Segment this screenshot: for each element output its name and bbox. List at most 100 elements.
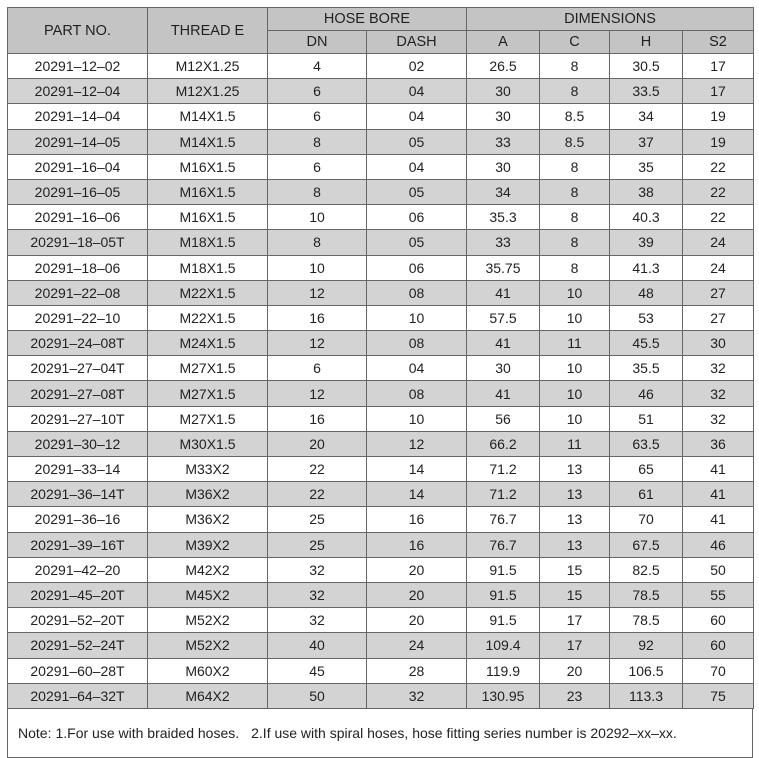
table-cell: 20291–18–06 <box>7 254 148 281</box>
table-cell: 20291–64–32T <box>7 682 148 709</box>
table-cell: 04 <box>366 78 467 105</box>
table-cell: 10 <box>366 405 467 432</box>
table-cell: 66.2 <box>466 430 540 458</box>
table-cell: 20291–14–04 <box>7 103 148 130</box>
table-row: 20291–16–05 M16X1.5 8 05 34 8 38 22 <box>7 178 755 206</box>
table-cell: 70 <box>609 506 683 533</box>
table-row: 20291–60–28T M60X2 45 28 119.9 20 106.5 70 <box>7 657 755 684</box>
table-cell: 63.5 <box>609 430 683 458</box>
table-row: 20291–22–08 M22X1.5 12 08 41 10 48 27 <box>7 279 755 306</box>
table-cell: 32 <box>681 355 755 382</box>
table-cell: 50 <box>681 556 755 583</box>
table-cell: 50 <box>267 682 367 709</box>
table-cell: 24 <box>681 229 755 256</box>
table-row: 20291–64–32T M64X2 50 32 130.95 23 113.3 75 <box>7 682 755 709</box>
table-cell: 15 <box>539 556 610 583</box>
table-cell: 22 <box>681 178 755 206</box>
header-cell: DIMENSIONS <box>465 7 755 31</box>
table-cell: M22X1.5 <box>147 304 268 332</box>
table-cell: 16 <box>366 506 467 533</box>
table-cell: 20291–24–08T <box>7 330 148 357</box>
table-cell: 30 <box>466 78 540 105</box>
table-cell: 12 <box>267 380 367 407</box>
table-cell: 22 <box>267 455 367 483</box>
table-cell: 57.5 <box>466 304 540 332</box>
table-cell: 33 <box>466 128 540 155</box>
table-cell: M14X1.5 <box>147 128 268 155</box>
header-cell: THREAD E <box>147 7 268 54</box>
table-cell: 32 <box>681 380 755 407</box>
table-cell: M16X1.5 <box>147 178 268 206</box>
table-cell: 17 <box>539 632 610 659</box>
table-cell: 8 <box>539 78 610 105</box>
table-cell: 32 <box>267 556 367 583</box>
table-row: 20291–16–06 M16X1.5 10 06 35.3 8 40.3 22 <box>7 204 755 231</box>
header-cell: H <box>609 30 683 54</box>
table-cell: 8.5 <box>539 103 610 130</box>
table-cell: M27X1.5 <box>147 355 268 382</box>
header-cell: C <box>539 30 610 54</box>
table-cell: 10 <box>539 355 610 382</box>
table-cell: 20291–52–24T <box>7 632 148 659</box>
table-cell: 20291–18–05T <box>7 229 148 256</box>
table-cell: 17 <box>539 607 610 634</box>
table-cell: 10 <box>267 254 367 281</box>
table-cell: 20 <box>366 607 467 634</box>
table-cell: 02 <box>366 52 467 80</box>
table-cell: 109.4 <box>466 632 540 659</box>
table-cell: 20291–60–28T <box>7 657 148 684</box>
table-cell: 20291–16–05 <box>7 178 148 206</box>
table-cell: 04 <box>366 355 467 382</box>
table-cell: 67.5 <box>609 531 683 558</box>
header-cell: DN <box>267 30 367 54</box>
table-cell: 04 <box>366 103 467 130</box>
table-cell: M60X2 <box>147 657 268 684</box>
table-cell: 25 <box>267 531 367 558</box>
table-cell: 71.2 <box>466 455 540 483</box>
table-cell: M27X1.5 <box>147 405 268 432</box>
table-cell: M42X2 <box>147 556 268 583</box>
table-cell: 6 <box>267 153 367 180</box>
table-cell: 119.9 <box>466 657 540 684</box>
note-item: 1.For use with braided hoses. <box>55 724 240 741</box>
table-cell: 19 <box>681 103 755 130</box>
header-cell: A <box>466 30 540 54</box>
table-cell: 22 <box>267 481 367 508</box>
table-row: 20291–18–05T M18X1.5 8 05 33 8 39 24 <box>7 229 755 256</box>
spec-table: PART NO. THREAD E HOSE BORE DIMENSIONS D… <box>7 7 755 709</box>
table-cell: 8.5 <box>539 128 610 155</box>
table-cell: 16 <box>267 405 367 432</box>
table-cell: 28 <box>366 657 467 684</box>
table-cell: 06 <box>366 204 467 231</box>
table-cell: 13 <box>539 455 610 483</box>
table-cell: 17 <box>681 52 755 80</box>
table-cell: 113.3 <box>609 682 683 709</box>
table-cell: 13 <box>539 531 610 558</box>
table-cell: 20 <box>539 657 610 684</box>
table-cell: 13 <box>539 481 610 508</box>
table-cell: 8 <box>267 178 367 206</box>
table-cell: 20291–27–10T <box>7 405 148 432</box>
table-cell: M39X2 <box>147 531 268 558</box>
table-cell: 10 <box>539 405 610 432</box>
table-row: 20291–36–16 M36X2 25 16 76.7 13 70 41 <box>7 506 755 533</box>
table-cell: 30 <box>466 103 540 130</box>
table-cell: 14 <box>366 481 467 508</box>
table-cell: 78.5 <box>609 607 683 634</box>
table-cell: 53 <box>609 304 683 332</box>
table-cell: 6 <box>267 78 367 105</box>
table-cell: 06 <box>366 254 467 281</box>
table-cell: 16 <box>366 531 467 558</box>
table-cell: 12 <box>366 430 467 458</box>
table-cell: 24 <box>366 632 467 659</box>
table-cell: 8 <box>267 128 367 155</box>
table-row: 20291–27–10T M27X1.5 16 10 56 10 51 32 <box>7 405 755 432</box>
table-cell: 60 <box>681 632 755 659</box>
table-cell: M16X1.5 <box>147 153 268 180</box>
table-cell: 130.95 <box>466 682 540 709</box>
table-cell: 20 <box>366 556 467 583</box>
table-cell: 10 <box>267 204 367 231</box>
table-cell: 05 <box>366 229 467 256</box>
table-cell: 26.5 <box>466 52 540 80</box>
table-cell: M45X2 <box>147 581 268 609</box>
